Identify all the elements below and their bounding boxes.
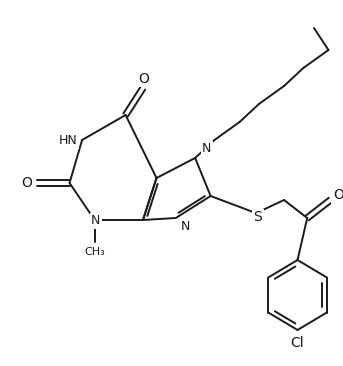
Text: O: O <box>139 72 150 86</box>
Text: O: O <box>334 188 343 202</box>
Text: CH₃: CH₃ <box>84 247 105 257</box>
Text: N: N <box>91 214 100 228</box>
Text: O: O <box>22 176 33 190</box>
Text: S: S <box>253 210 262 224</box>
Text: HN: HN <box>59 134 78 147</box>
Text: Cl: Cl <box>291 336 304 350</box>
Text: N: N <box>202 142 211 156</box>
Text: N: N <box>181 220 190 232</box>
